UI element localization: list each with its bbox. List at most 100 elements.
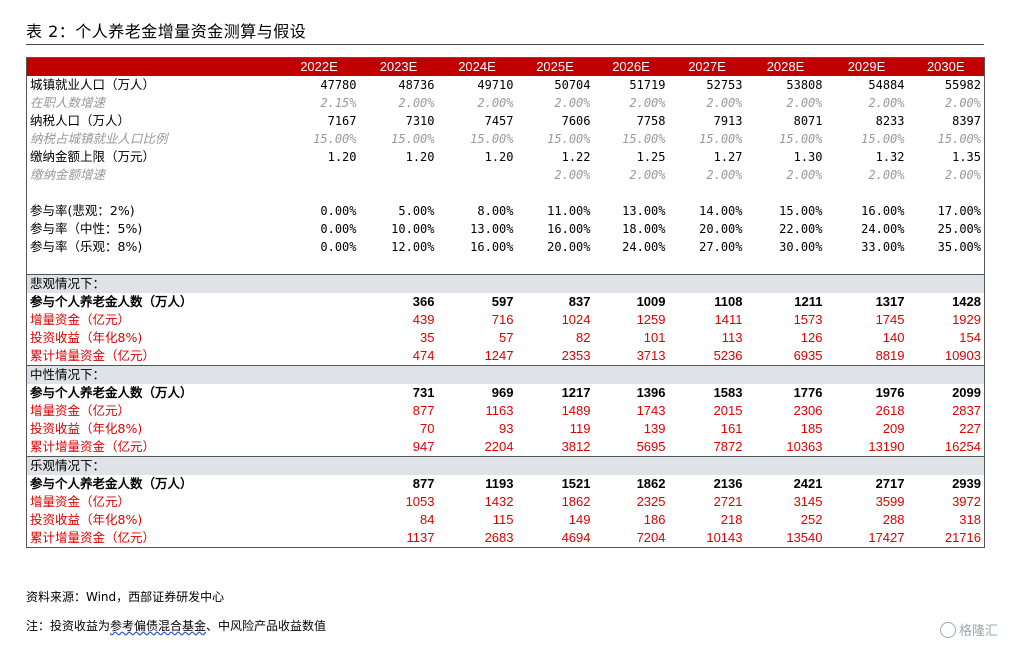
table-row: 缴纳金额增速 2.00% 2.00% 2.00% 2.00% 2.00% 2.00% xyxy=(27,166,985,184)
table-cell: 21716 xyxy=(944,530,981,545)
table-row: 增量资金（亿元） 877 1163 1489 1743 2015 2306 2618 2837 xyxy=(27,402,985,420)
row-label: 参与率（中性：5%) xyxy=(30,221,143,236)
row-label: 纳税人口（万人） xyxy=(30,113,131,128)
empty-cell xyxy=(279,384,360,402)
table-cell: 113 xyxy=(721,330,743,345)
header-year: 2027E xyxy=(668,57,746,76)
table-cell: 1.32 xyxy=(875,150,905,164)
table-cell: 57 xyxy=(499,330,514,345)
table-cell xyxy=(825,456,908,475)
table-cell: 54884 xyxy=(868,78,905,92)
table-cell: 7167 xyxy=(327,114,357,128)
table-cell: 3812 xyxy=(561,439,591,454)
table-cell: 1211 xyxy=(794,294,823,309)
table-cell: 15.00% xyxy=(391,132,435,146)
table-cell: 2.00% xyxy=(868,168,905,182)
table-cell: 33.00% xyxy=(861,240,905,254)
table-cell xyxy=(825,365,908,384)
title-divider xyxy=(26,44,984,45)
table-cell: 22.00% xyxy=(779,222,823,236)
footnote-prefix: 注：投资收益为 xyxy=(26,619,111,633)
table-cell: 1193 xyxy=(485,476,514,491)
table-row: 参与率（乐观：8%) 0.00% 12.00% 16.00% 20.00% 24.00% 2… xyxy=(27,238,985,256)
table-cell: 5.00% xyxy=(398,204,435,218)
table-cell xyxy=(438,184,517,202)
table-row: 参与率(悲观：2%) 0.00% 5.00% 8.00% 11.00% 13.00% 14.… xyxy=(27,202,985,220)
table-cell: 1.20 xyxy=(327,150,357,164)
table-cell: 1929 xyxy=(952,312,981,327)
table-cell: 7310 xyxy=(405,114,435,128)
table-cell: 1745 xyxy=(875,312,905,327)
empty-cell xyxy=(279,329,360,347)
table-cell: 2.00% xyxy=(944,96,981,110)
table-cell: 2.00% xyxy=(629,168,666,182)
footnote-suffix: 、中风险产品收益数值 xyxy=(206,619,327,633)
row-label: 增量资金（亿元） xyxy=(30,494,131,509)
table-cell: 2717 xyxy=(875,476,905,491)
table-cell: 13190 xyxy=(868,439,905,454)
table-cell: 5695 xyxy=(636,439,666,454)
table-row: 增量资金（亿元） 1053 1432 1862 2325 2721 3145 3599 3972 xyxy=(27,493,985,511)
table-cell: 2.00% xyxy=(786,168,823,182)
table-cell xyxy=(516,274,594,293)
table-cell xyxy=(746,184,826,202)
table-cell xyxy=(360,184,438,202)
footnote-underlined: 参考偏债混合基金 xyxy=(110,619,207,633)
header-year: 2029E xyxy=(825,57,908,76)
table-cell: 7204 xyxy=(636,530,666,545)
table-cell xyxy=(278,365,360,384)
table-cell: 8233 xyxy=(875,114,905,128)
table-cell: 1862 xyxy=(636,476,666,491)
row-label: 累计增量资金（亿元） xyxy=(30,439,156,454)
table-cell xyxy=(825,274,908,293)
table-cell: 318 xyxy=(959,512,981,527)
table-cell: 93 xyxy=(499,421,514,436)
table-cell: 2015 xyxy=(713,403,743,418)
table-cell: 50704 xyxy=(554,78,591,92)
table-cell: 27.00% xyxy=(699,240,743,254)
table-cell: 52753 xyxy=(706,78,743,92)
table-cell: 2421 xyxy=(793,476,823,491)
table-cell: 6935 xyxy=(793,348,823,363)
table-row: 纳税占城镇就业人口比例 15.00% 15.00% 15.00% 15.00% 15.00… xyxy=(27,130,985,148)
table-cell xyxy=(438,256,517,275)
table-cell: 15.00% xyxy=(937,132,981,146)
table-cell: 5236 xyxy=(713,348,743,363)
table-cell: 14.00% xyxy=(699,204,743,218)
table-cell xyxy=(279,256,360,275)
table-cell xyxy=(279,166,360,184)
empty-cell xyxy=(279,438,360,457)
table-cell: 837 xyxy=(568,294,591,309)
table-cell: 13540 xyxy=(786,530,823,545)
table-row: 累计增量资金（亿元） 474 1247 2353 3713 5236 6935 8819 109… xyxy=(27,347,985,366)
table-cell: 1862 xyxy=(561,494,591,509)
table-cell: 16254 xyxy=(944,439,981,454)
table-cell: 8397 xyxy=(952,114,981,128)
row-label: 投资收益（年化8%) xyxy=(30,512,143,527)
table-cell: 24.00% xyxy=(861,222,905,236)
table-cell: 126 xyxy=(800,330,823,345)
table-cell: 2.00% xyxy=(868,96,905,110)
table-cell: 731 xyxy=(412,385,435,400)
table-cell xyxy=(516,456,594,475)
table-cell xyxy=(907,365,985,384)
table-cell: 20.00% xyxy=(547,240,591,254)
table-row: 纳税人口（万人） 7167 7310 7457 7606 7758 7913 8071 8233… xyxy=(27,112,985,130)
table-cell xyxy=(908,256,985,275)
empty-cell xyxy=(279,311,360,329)
row-label: 在职人数增速 xyxy=(30,95,106,110)
table-cell: 15.00% xyxy=(779,132,823,146)
empty-cell xyxy=(279,529,360,548)
table-cell: 1259 xyxy=(636,312,666,327)
table-cell xyxy=(437,274,517,293)
table-cell: 1.27 xyxy=(713,150,743,164)
table-cell: 2.00% xyxy=(554,168,591,182)
table-cell: 139 xyxy=(643,421,666,436)
table-cell: 1428 xyxy=(952,294,981,309)
table-cell: 2204 xyxy=(484,439,514,454)
table-cell xyxy=(279,184,360,202)
row-label: 参与率（乐观：8%) xyxy=(30,239,143,254)
table-cell: 7758 xyxy=(636,114,666,128)
table-cell xyxy=(360,256,438,275)
table-row: 投资收益（年化8%) 70 93 119 139 161 185 209 227 xyxy=(27,420,985,438)
